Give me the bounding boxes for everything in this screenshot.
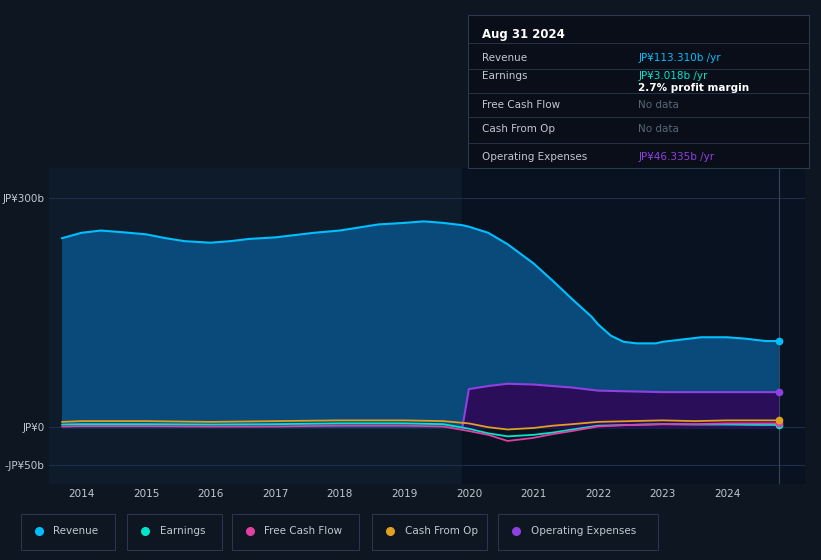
Text: Earnings: Earnings	[160, 526, 205, 536]
Text: Cash From Op: Cash From Op	[405, 526, 478, 536]
Text: 2.7% profit margin: 2.7% profit margin	[639, 83, 750, 93]
Text: Aug 31 2024: Aug 31 2024	[482, 28, 565, 41]
Text: Free Cash Flow: Free Cash Flow	[482, 100, 560, 110]
Text: No data: No data	[639, 124, 679, 134]
Text: Revenue: Revenue	[53, 526, 99, 536]
Text: JP¥113.310b /yr: JP¥113.310b /yr	[639, 53, 721, 63]
Text: Revenue: Revenue	[482, 53, 527, 63]
Bar	[462, 168, 805, 484]
Text: JP¥3.018b /yr: JP¥3.018b /yr	[639, 71, 708, 81]
Text: Operating Expenses: Operating Expenses	[482, 152, 587, 162]
Text: Operating Expenses: Operating Expenses	[531, 526, 636, 536]
Text: Earnings: Earnings	[482, 71, 527, 81]
Text: JP¥46.335b /yr: JP¥46.335b /yr	[639, 152, 714, 162]
Text: No data: No data	[639, 100, 679, 110]
Text: Cash From Op: Cash From Op	[482, 124, 555, 134]
Text: Free Cash Flow: Free Cash Flow	[264, 526, 342, 536]
